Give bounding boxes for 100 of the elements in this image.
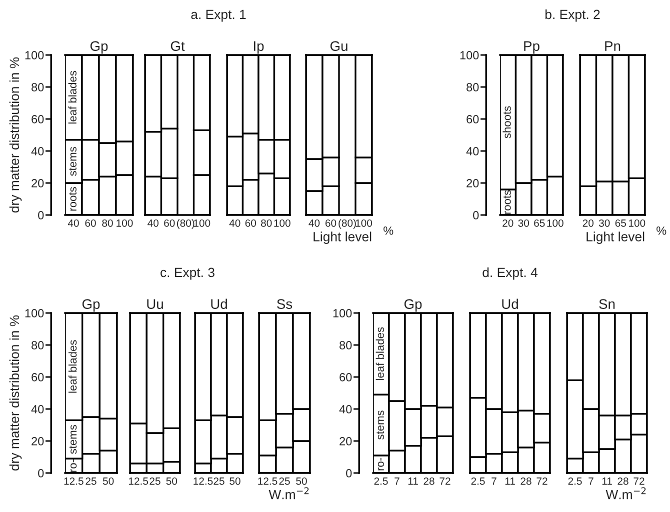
series-label: ro- (70, 460, 77, 472)
chart-subtitle: c. Expt. 3 (160, 268, 214, 280)
x-tick-label: 12.5 (258, 477, 278, 485)
x-tick-label: 25 (86, 477, 96, 485)
chart-title: Gu (330, 41, 348, 51)
x-tick-label: 100 (628, 219, 646, 227)
x-tick-label: 100 (274, 219, 290, 227)
x-tick-label: 30 (518, 219, 530, 227)
y-tick-label: 40 (339, 405, 352, 414)
y-tick-label: 0 (473, 211, 479, 220)
y-tick-label: 100 (333, 309, 352, 318)
series-label: ro- (378, 458, 384, 470)
x-tick-label: 60 (164, 219, 175, 227)
x-tick-label: 60 (245, 219, 256, 227)
x-tick-label: 12.5 (128, 477, 148, 485)
y-tick-label: 40 (466, 147, 479, 156)
chart-title: Ud (502, 298, 518, 309)
x-tick-label: 40 (148, 219, 159, 227)
x-tick-label: 80 (102, 219, 113, 227)
x-tick-label: 25 (214, 477, 224, 485)
x-tick-label: 100 (356, 219, 372, 227)
x-tick-label: 50 (102, 477, 114, 485)
y-tick-label: 100 (25, 309, 44, 318)
chart-subtitle: d. Expt. 4 (482, 267, 538, 280)
x-tick-label: 11 (602, 478, 612, 485)
chart-title: Pp (524, 41, 540, 54)
x-tick-label: 60 (85, 219, 96, 227)
x-tick-label: 80 (261, 219, 272, 227)
y-tick-label: 40 (31, 405, 44, 414)
y-tick-label: 80 (32, 341, 44, 350)
x-tick-label: 100 (194, 219, 210, 227)
chart-subtitle: b. Expt. 2 (545, 9, 600, 22)
series-label: leaf blades (68, 340, 77, 393)
x-tick-label: 2.5 (568, 477, 582, 485)
x-tick-label: 40 (308, 219, 320, 227)
x-axis-title: W.m$^{−2}$ (268, 487, 309, 500)
chart-title: Uu (147, 299, 163, 309)
y-tick-label: 100 (460, 51, 479, 60)
x-tick-label: 25 (150, 477, 160, 485)
x-tick-label: 7 (394, 478, 400, 485)
x-tick-label: 100 (116, 219, 133, 227)
x-tick-label: 7 (588, 478, 594, 485)
chart-title: Ip (254, 41, 264, 54)
x-tick-label: 100 (547, 219, 564, 227)
x-tick-label: 30 (598, 219, 610, 227)
x-axis-title: W.m$^{−2}$ (606, 487, 646, 500)
x-tick-label: 65 (615, 219, 626, 227)
y-axis-title: dry matter distribution in % (9, 315, 22, 471)
x-tick-label: 60 (325, 219, 336, 227)
x-tick-label: 20 (502, 219, 514, 227)
y-tick-label: 60 (466, 115, 479, 124)
chart-title: Ud (211, 298, 227, 309)
x-tick-label: 11 (408, 478, 418, 485)
series-label: stems (69, 424, 77, 454)
y-tick-label: 40 (31, 147, 44, 156)
y-tick-label: 0 (38, 469, 44, 478)
y-tick-label: 20 (32, 179, 44, 188)
chart-title: Gp (404, 299, 422, 312)
x-tick-label: 2.5 (471, 477, 485, 485)
y-tick-label: 60 (32, 115, 44, 124)
series-label: roots (504, 190, 511, 214)
y-tick-label: 20 (32, 437, 44, 446)
x-tick-label: 12.5 (64, 477, 84, 485)
x-tick-label: 72 (634, 477, 644, 485)
y-tick-label: 80 (32, 83, 44, 92)
y-tick-label: 20 (340, 437, 352, 446)
x-tick-label: 7 (492, 478, 496, 485)
series-label: stems (376, 410, 384, 440)
x-tick-label: 28 (520, 477, 532, 485)
chart-subtitle: a. Expt. 1 (191, 10, 246, 22)
y-tick-label: 0 (38, 211, 44, 220)
x-tick-label: 28 (618, 477, 628, 485)
y-tick-label: 60 (32, 373, 44, 382)
y-axis-title: dry matter distribution in % (9, 57, 22, 213)
x-tick-label: 12.5 (194, 477, 213, 485)
x-axis-title: Light level (314, 232, 372, 244)
x-axis-title: Light level (586, 232, 644, 244)
text: % (656, 226, 666, 235)
y-tick-label: 20 (466, 179, 479, 188)
x-tick-label: 50 (230, 477, 240, 485)
y-tick-label: 80 (340, 341, 352, 350)
series-label: roots (69, 187, 76, 211)
x-tick-label: 50 (296, 477, 307, 485)
x-tick-label: (80) (177, 219, 194, 229)
chart-title: Sn (599, 299, 615, 309)
chart-title: Ss (277, 299, 292, 309)
x-tick-label: 65 (534, 219, 545, 227)
chart-title: Gp (82, 299, 100, 312)
chart-title: Gp (90, 41, 108, 54)
x-tick-label: 50 (166, 477, 178, 485)
x-tick-label: (80) (338, 219, 356, 229)
y-tick-label: 60 (340, 373, 352, 382)
series-label: stems (69, 146, 76, 176)
x-tick-label: 20 (582, 219, 594, 227)
text: % (384, 226, 394, 235)
x-tick-label: 28 (424, 477, 434, 485)
series-label: leaf blades (376, 327, 384, 380)
y-tick-label: 80 (466, 83, 479, 92)
series-label: leaf blades (68, 70, 76, 124)
x-tick-label: 25 (279, 477, 290, 485)
